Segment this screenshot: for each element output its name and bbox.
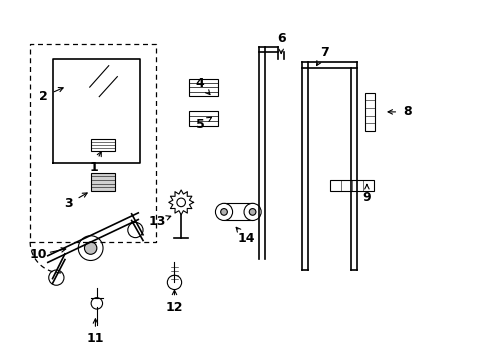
Text: 10: 10: [29, 248, 47, 261]
Bar: [90, 173, 115, 191]
Circle shape: [167, 275, 181, 289]
Circle shape: [127, 222, 143, 238]
Circle shape: [49, 270, 64, 285]
Bar: [188, 111, 218, 126]
Circle shape: [78, 236, 103, 261]
Circle shape: [220, 208, 227, 215]
Text: 1: 1: [89, 161, 98, 174]
Bar: [90, 139, 115, 152]
Text: 12: 12: [165, 301, 183, 314]
Bar: [188, 79, 218, 96]
Text: 8: 8: [403, 105, 411, 118]
Text: 2: 2: [39, 90, 47, 103]
Text: 3: 3: [64, 197, 72, 210]
Circle shape: [244, 203, 261, 220]
Text: 6: 6: [276, 32, 285, 45]
Bar: [364, 93, 374, 131]
Bar: [329, 180, 373, 191]
Text: 5: 5: [195, 118, 204, 131]
Circle shape: [177, 198, 185, 207]
Text: 13: 13: [148, 215, 166, 228]
Circle shape: [84, 242, 97, 254]
Circle shape: [91, 298, 102, 309]
Text: 7: 7: [319, 46, 328, 59]
Text: 14: 14: [237, 232, 254, 245]
Circle shape: [249, 208, 255, 215]
Text: 11: 11: [86, 332, 104, 345]
Circle shape: [215, 203, 232, 220]
Text: 4: 4: [195, 77, 204, 90]
Text: 9: 9: [362, 191, 370, 204]
Bar: [224, 203, 252, 220]
